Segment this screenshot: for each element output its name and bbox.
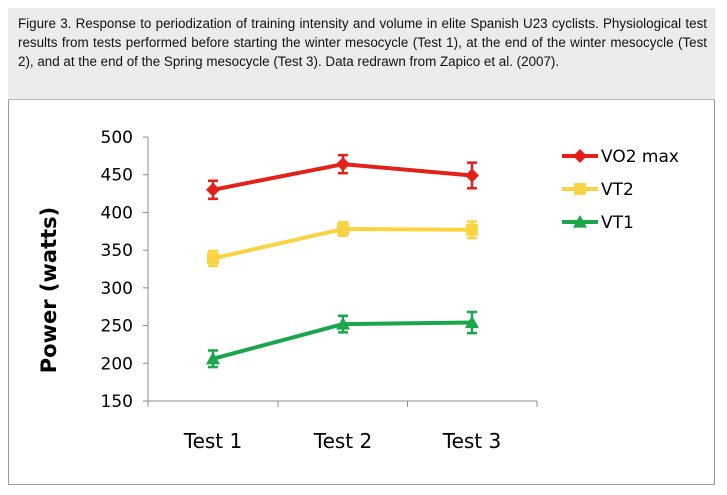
series-vt2 <box>207 220 478 268</box>
y-tick-label: 350 <box>101 241 133 261</box>
data-point <box>206 182 220 197</box>
legend-marker <box>573 215 587 228</box>
data-point <box>465 168 479 183</box>
x-tick-label: Test 2 <box>313 429 372 453</box>
x-tick-label: Test 3 <box>442 429 501 453</box>
data-point <box>465 315 479 329</box>
legend-item: VO2 max <box>562 147 679 167</box>
y-tick-label: 250 <box>101 317 133 337</box>
data-point <box>207 252 219 265</box>
legend-label: VO2 max <box>601 147 679 167</box>
series-vo2-max <box>206 153 479 201</box>
y-tick-label: 400 <box>101 203 133 223</box>
legend-item: VT1 <box>562 213 634 233</box>
legend-marker <box>574 183 586 195</box>
legend-label: VT2 <box>601 180 634 200</box>
legend-marker <box>573 149 587 163</box>
series-vt1 <box>206 310 479 369</box>
y-tick-label: 500 <box>101 128 133 148</box>
data-point <box>337 223 349 235</box>
y-tick-label: 300 <box>101 279 133 299</box>
chart-axes: 150 200 250 300 350 400 450 500 Test 1 Test 2 Test… <box>101 128 538 453</box>
x-tick-label: Test 1 <box>183 429 242 453</box>
legend-item: VT2 <box>562 180 634 200</box>
data-point <box>206 351 220 365</box>
figure-caption: Figure 3. Response to periodization of t… <box>8 8 715 100</box>
legend-label: VT1 <box>601 213 634 233</box>
y-axis-label: Power (watts) <box>37 207 61 373</box>
y-tick-label: 450 <box>101 166 133 186</box>
plot-area <box>206 153 479 369</box>
data-point <box>336 317 350 330</box>
data-point <box>336 157 350 172</box>
y-tick-label: 200 <box>101 354 133 374</box>
y-tick-label: 150 <box>101 392 133 412</box>
chart-legend: VO2 max VT2 VT1 <box>562 147 679 233</box>
data-point <box>466 223 478 236</box>
